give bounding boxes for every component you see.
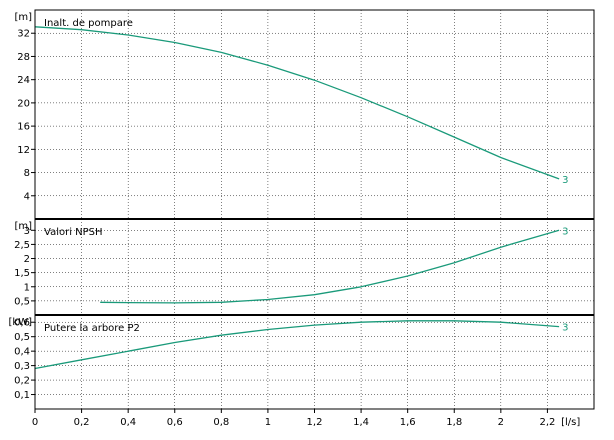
x-tick-label: 0,2 (74, 417, 90, 428)
y-tick-label: 2 (24, 254, 30, 265)
curve-line (34, 320, 560, 370)
y-tick-label: 0,3 (14, 361, 30, 372)
x-tick-label: 0,8 (213, 417, 229, 428)
chart-panel-2: 0,511,522,53[m]Valori NPSH 3 (14, 218, 595, 316)
x-tick-label: 2,2 (539, 417, 555, 428)
x-tick-label: 1 (265, 417, 271, 428)
y-tick-label: 0,4 (14, 347, 30, 358)
y-unit-label: [m] (14, 12, 32, 23)
y-tick-label: 24 (17, 75, 30, 86)
y-tick-label: 0,5 (14, 332, 30, 343)
curve-line (34, 26, 560, 180)
x-tick-label: 0,4 (120, 417, 136, 428)
y-tick-label: 20 (17, 98, 30, 109)
y-tick-label: 0,1 (14, 390, 30, 401)
curve-label: 3 (562, 175, 568, 186)
curve-label: 3 (562, 323, 568, 334)
y-tick-label: 32 (17, 29, 30, 40)
y-unit-label: [kW] (9, 317, 33, 328)
x-tick-label: 1,4 (353, 417, 369, 428)
x-tick-label: 2 (498, 417, 504, 428)
y-tick-label: 1 (24, 282, 30, 293)
y-tick-label: 8 (24, 168, 30, 179)
y-tick-label: 28 (17, 52, 30, 63)
y-tick-label: 0,6 (14, 318, 30, 329)
x-tick-label: 0,6 (167, 417, 183, 428)
chart-panel-3: 0,1 0,2 0,3 0,4 0,5 0,6[kW] Putere la arbore P… (9, 314, 595, 410)
curve-label: 3 (562, 226, 568, 237)
y-tick-label: 0,2 (14, 376, 30, 387)
y-tick-label: 2,5 (14, 240, 30, 251)
x-tick-label: 0 (32, 417, 38, 428)
x-tick-label: 1,8 (446, 417, 462, 428)
x-tick-label: 1,2 (307, 417, 323, 428)
y-tick-label: 12 (17, 145, 30, 156)
panel-title: Putere la arbore P2 (44, 323, 140, 334)
y-tick-label: 0,5 (14, 296, 30, 307)
y-unit-label: [m] (14, 221, 32, 232)
curve-line (100, 229, 560, 304)
panel-title: Valori NPSH (44, 227, 103, 238)
y-tick-label: 16 (17, 122, 30, 133)
y-tick-label: 1,5 (14, 268, 30, 279)
y-tick-label: 4 (24, 191, 30, 202)
y-tick-label: 3 (24, 226, 30, 237)
x-unit-label: [l/s] (561, 417, 580, 428)
chart-panel-1: 4 8 12 16 20 24 28 32 [m] Inalt. de pompare 3 (14, 9, 595, 220)
panel-title: Inalt. de pompare (44, 18, 133, 29)
x-tick-label: 1,6 (400, 417, 416, 428)
